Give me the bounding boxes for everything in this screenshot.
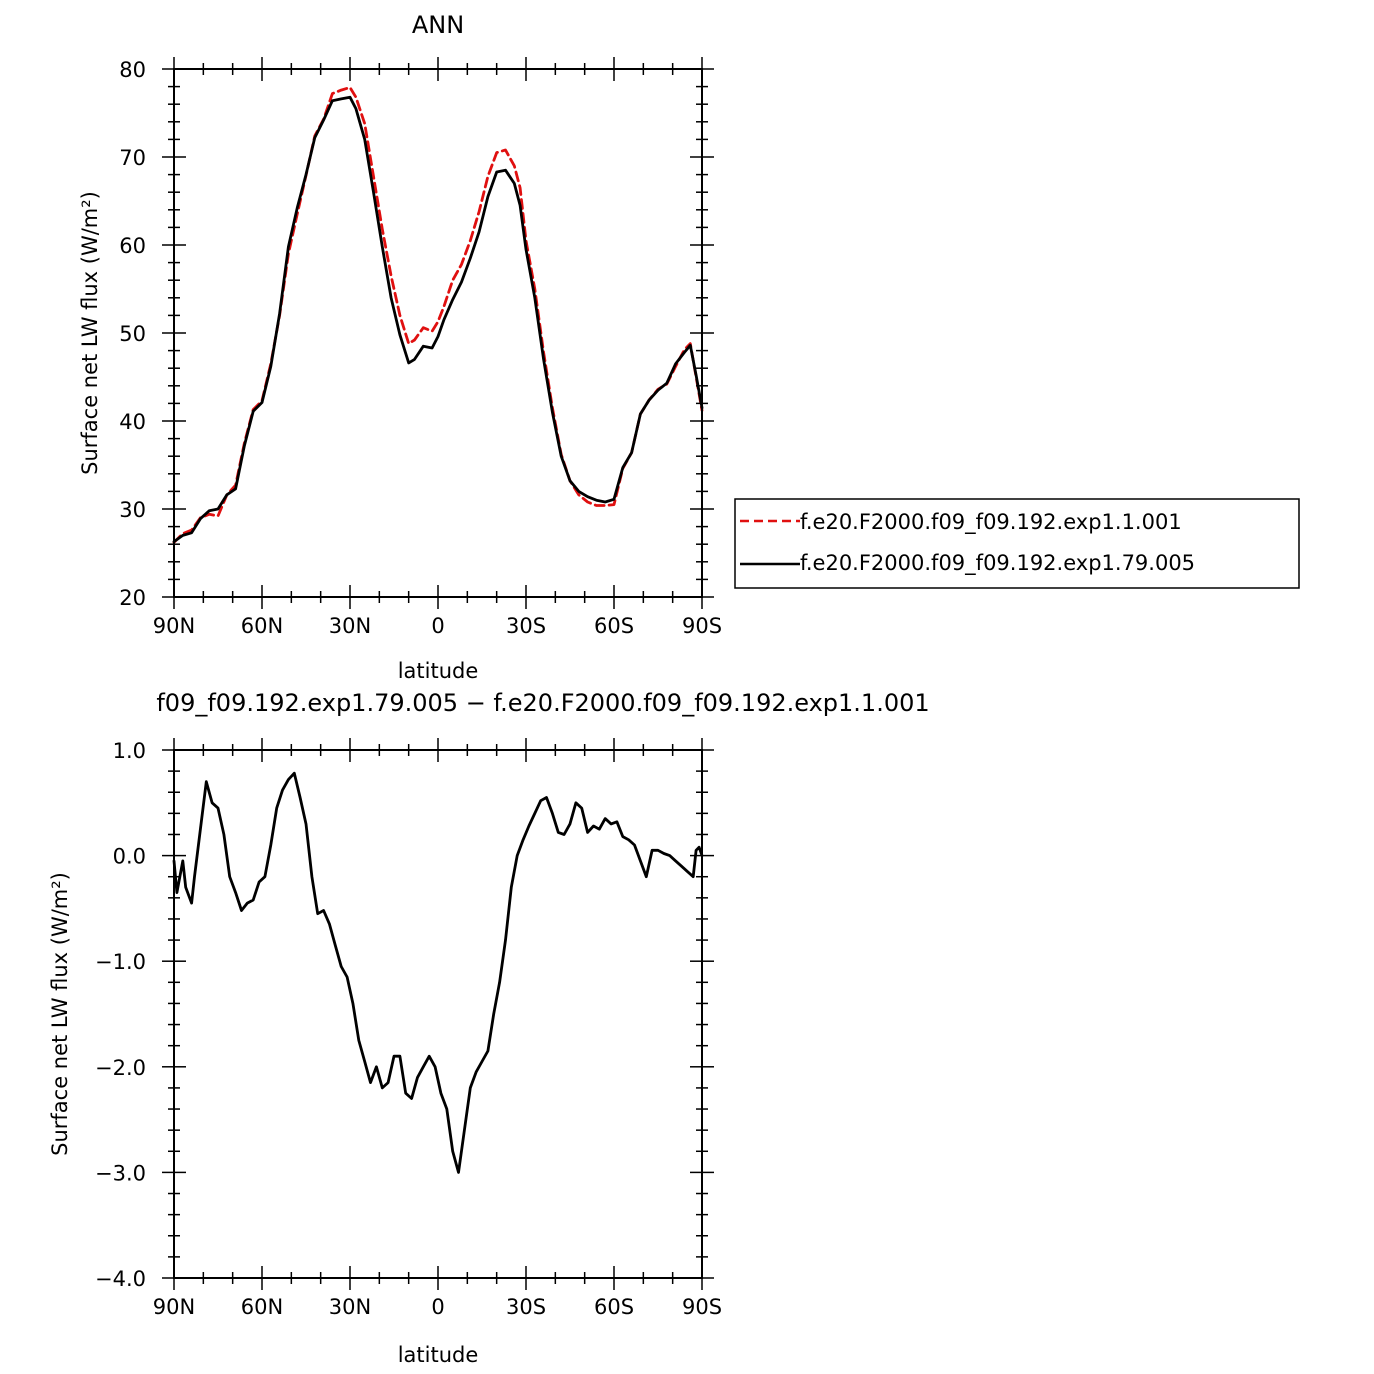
top-panel: ANN 90N 60N 30N 0 30S 60S 90S 20 30 40 50 60 70 80 l… (78, 11, 722, 683)
y-tick-label: −2.0 (95, 1056, 146, 1080)
bottom-title: f09_f09.192.exp1.79.005 − f.e20.F2000.f0… (156, 689, 929, 717)
top-x-tick-labels: 90N 60N 30N 0 30S 60S 90S (153, 614, 722, 638)
top-x-axis-label: latitude (398, 659, 479, 683)
y-tick-label: 0.0 (113, 845, 146, 869)
bottom-ticks (162, 738, 714, 1290)
y-tick-label: 50 (119, 322, 146, 346)
series-line-1-2 (172, 95, 704, 543)
y-tick-label: 40 (119, 410, 146, 434)
legend-label-series-1: f.e20.F2000.f09_f09.192.exp1.1.001 (800, 510, 1182, 535)
legend-box (734, 498, 1300, 589)
bottom-plot-frame (173, 749, 703, 1279)
y-tick-label: 70 (119, 146, 146, 170)
x-tick-label: 30N (329, 1295, 371, 1319)
x-tick-label: 60S (594, 614, 634, 638)
bottom-series-group (172, 771, 704, 1174)
bottom-y-tick-labels: −4.0 −3.0 −2.0 −1.0 0.0 1.0 (95, 739, 146, 1291)
bottom-x-axis-label: latitude (398, 1343, 479, 1367)
top-series-group (172, 86, 704, 544)
x-tick-label: 30S (506, 614, 546, 638)
x-tick-label: 0 (431, 614, 444, 638)
legend: f.e20.F2000.f09_f09.192.exp1.1.001 f.e20… (734, 498, 1300, 589)
bottom-y-axis-label: Surface net LW flux (W/m²) (48, 872, 72, 1156)
series-line-2-1 (172, 771, 704, 1174)
bottom-x-tick-labels: 90N 60N 30N 0 30S 60S 90S (153, 1295, 722, 1319)
x-tick-label: 0 (431, 1295, 444, 1319)
x-tick-label: 90S (682, 1295, 722, 1319)
x-tick-label: 90N (153, 1295, 195, 1319)
legend-label-series-2: f.e20.F2000.f09_f09.192.exp1.79.005 (800, 551, 1195, 576)
y-tick-label: −1.0 (95, 950, 146, 974)
x-tick-label: 60N (241, 614, 283, 638)
top-y-tick-labels: 20 30 40 50 60 70 80 (119, 58, 146, 610)
y-tick-label: 60 (119, 234, 146, 258)
y-tick-label: 30 (119, 498, 146, 522)
x-tick-label: 90S (682, 614, 722, 638)
y-tick-label: −3.0 (95, 1161, 146, 1185)
y-tick-label: 80 (119, 58, 146, 82)
bottom-panel: f09_f09.192.exp1.79.005 − f.e20.F2000.f0… (48, 689, 930, 1367)
x-tick-label: 60N (241, 1295, 283, 1319)
series-line-1-1 (172, 86, 704, 544)
x-tick-label: 30N (329, 614, 371, 638)
x-tick-label: 90N (153, 614, 195, 638)
top-ticks (162, 57, 714, 609)
x-tick-label: 30S (506, 1295, 546, 1319)
y-tick-label: 20 (119, 586, 146, 610)
y-tick-label: 1.0 (113, 739, 146, 763)
top-title: ANN (412, 11, 464, 39)
x-tick-label: 60S (594, 1295, 634, 1319)
y-tick-label: −4.0 (95, 1267, 146, 1291)
top-y-axis-label: Surface net LW flux (W/m²) (78, 191, 102, 475)
